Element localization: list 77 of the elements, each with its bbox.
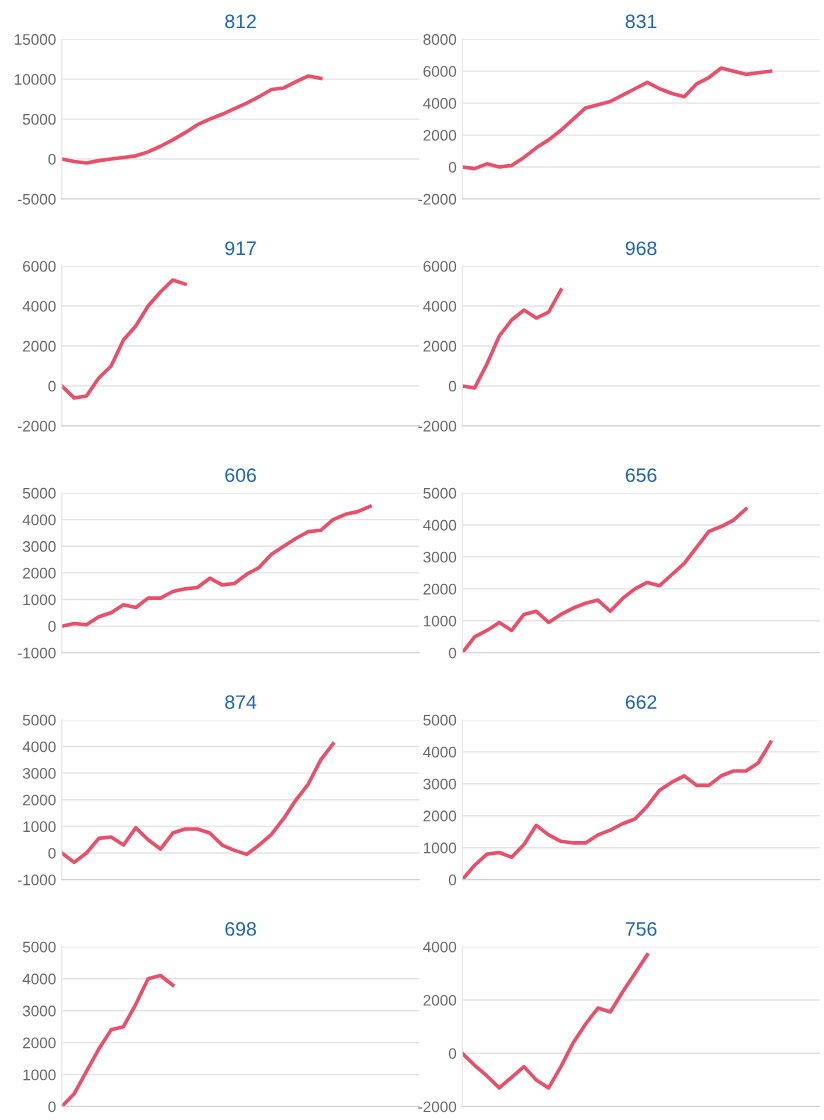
chart-title: 662 bbox=[625, 695, 657, 709]
y-tick-label: -1000 bbox=[17, 647, 56, 659]
y-tick-label: 0 bbox=[448, 874, 457, 886]
y-tick-label: 0 bbox=[48, 847, 56, 859]
y-tick-label: 3000 bbox=[22, 541, 56, 552]
y-tick-label: 2000 bbox=[23, 340, 56, 352]
y-tick-label: 6000 bbox=[423, 260, 457, 272]
y-tick-label: 2000 bbox=[423, 994, 457, 1006]
y-tick-label: 3000 bbox=[423, 778, 457, 790]
y-tick-label: 2000 bbox=[23, 794, 56, 806]
y-tick-label: 5000 bbox=[22, 113, 56, 125]
chart-title: 756 bbox=[625, 922, 657, 936]
line-series bbox=[61, 504, 372, 628]
y-tick-label: -5000 bbox=[17, 193, 56, 205]
y-tick-label: 2000 bbox=[423, 810, 457, 822]
line-series bbox=[462, 740, 773, 880]
y-tick-label: 0 bbox=[448, 1048, 457, 1059]
y-tick-label: 4000 bbox=[22, 514, 56, 526]
line-series bbox=[61, 74, 323, 165]
y-tick-label: 4000 bbox=[423, 746, 457, 758]
y-tick-label: 2000 bbox=[423, 340, 457, 352]
y-tick-label: 5000 bbox=[423, 487, 457, 499]
line-series bbox=[61, 278, 187, 400]
line-series bbox=[61, 742, 335, 865]
y-tick-label: 5000 bbox=[22, 487, 56, 499]
y-tick-label: 5000 bbox=[22, 714, 56, 726]
y-tick-label: 0 bbox=[448, 647, 457, 659]
y-tick-label: 2000 bbox=[23, 567, 56, 579]
y-tick-label: -2000 bbox=[17, 420, 56, 432]
y-tick-label: -2000 bbox=[418, 193, 457, 205]
y-tick-label: 0 bbox=[48, 153, 56, 165]
y-tick-label: 3000 bbox=[22, 1005, 56, 1017]
y-tick-label: 3000 bbox=[423, 551, 457, 563]
chart-title: 968 bbox=[625, 241, 657, 256]
y-tick-label: 15000 bbox=[14, 34, 56, 45]
y-tick-label: 4000 bbox=[423, 300, 457, 312]
y-tick-label: 0 bbox=[48, 1101, 56, 1113]
y-tick-label: 4000 bbox=[22, 973, 56, 985]
y-tick-label: 3000 bbox=[22, 768, 56, 779]
chart-title: 656 bbox=[625, 468, 657, 483]
y-tick-label: 2000 bbox=[23, 1037, 56, 1049]
chart-title: 812 bbox=[225, 14, 256, 29]
line-series bbox=[462, 507, 748, 653]
y-tick-label: 4000 bbox=[22, 741, 56, 753]
y-tick-label: -1000 bbox=[17, 874, 56, 886]
y-tick-label: 5000 bbox=[423, 714, 457, 726]
chart-title: 874 bbox=[225, 695, 257, 709]
chart-title: 917 bbox=[225, 241, 256, 256]
line-series bbox=[462, 952, 650, 1090]
y-tick-label: 1000 bbox=[23, 594, 56, 606]
y-tick-label: 1000 bbox=[423, 615, 457, 627]
y-tick-label: 0 bbox=[448, 380, 457, 392]
line-series bbox=[462, 66, 773, 171]
chart-title: 606 bbox=[225, 468, 256, 483]
y-tick-label: 6000 bbox=[23, 260, 56, 272]
chart-title: 831 bbox=[625, 14, 657, 29]
y-tick-label: 8000 bbox=[423, 34, 457, 45]
chart-title: 698 bbox=[225, 922, 256, 936]
y-tick-label: 5000 bbox=[22, 941, 56, 953]
y-tick-label: 1000 bbox=[23, 1069, 56, 1081]
y-tick-label: 4000 bbox=[423, 941, 457, 953]
y-tick-label: 0 bbox=[48, 621, 56, 632]
y-tick-label: -2000 bbox=[418, 1101, 457, 1113]
y-tick-label: 2000 bbox=[423, 583, 457, 595]
y-tick-label: 4000 bbox=[22, 300, 56, 312]
y-tick-label: 1000 bbox=[23, 821, 56, 833]
y-tick-label: 2000 bbox=[423, 129, 457, 141]
line-series bbox=[61, 973, 175, 1107]
y-tick-label: 0 bbox=[448, 161, 457, 173]
y-tick-label: 4000 bbox=[423, 97, 457, 109]
y-tick-label: 1000 bbox=[423, 842, 457, 854]
line-series bbox=[462, 288, 563, 390]
y-tick-label: -2000 bbox=[418, 420, 457, 432]
y-tick-label: 10000 bbox=[14, 74, 56, 85]
y-tick-label: 0 bbox=[48, 380, 56, 392]
y-tick-label: 4000 bbox=[423, 519, 457, 531]
y-tick-label: 6000 bbox=[423, 66, 457, 77]
